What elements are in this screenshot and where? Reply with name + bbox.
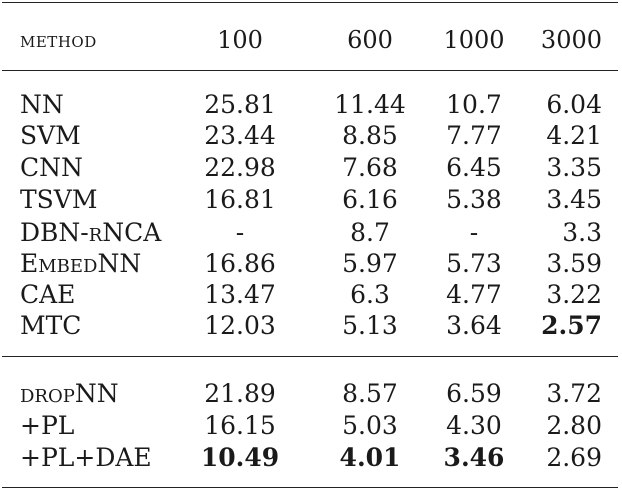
header-col-600: 600 bbox=[347, 26, 393, 54]
value-cell-col-100: 10.49 bbox=[200, 443, 280, 472]
value-cell-col-100: 16.86 bbox=[204, 249, 276, 278]
value-cell-col-100: 22.98 bbox=[204, 153, 276, 182]
value-cell-col-100: 21.89 bbox=[204, 379, 276, 408]
value-cell-col-1000: 10.7 bbox=[446, 90, 502, 119]
value-cell-col-100: 23.44 bbox=[204, 121, 276, 150]
value-cell-col-100: 12.03 bbox=[204, 311, 276, 340]
value-cell-col-600: 7.68 bbox=[342, 153, 398, 182]
table-row: NN 25.81 11.44 10.7 6.04 bbox=[0, 89, 622, 120]
value-cell-col-600: 11.44 bbox=[334, 90, 406, 119]
table-group-separator-rule bbox=[2, 356, 618, 357]
value-cell-col-100: 16.81 bbox=[204, 185, 276, 214]
value-cell-col-100: 16.15 bbox=[204, 411, 276, 440]
method-cell: CNN bbox=[20, 153, 83, 182]
value-cell-col-600: 8.57 bbox=[342, 379, 398, 408]
table-top-rule bbox=[2, 2, 618, 3]
value-cell-col-3000: 4.21 bbox=[546, 121, 602, 150]
value-cell-col-1000: - bbox=[469, 218, 479, 247]
method-cell: EmbedNN bbox=[20, 249, 142, 278]
header-col-3000: 3000 bbox=[540, 26, 602, 54]
table-row: EmbedNN 16.86 5.97 5.73 3.59 bbox=[0, 248, 622, 279]
value-cell-col-1000: 4.30 bbox=[446, 411, 502, 440]
value-cell-col-600: 8.7 bbox=[350, 218, 390, 247]
value-cell-col-3000: 2.69 bbox=[546, 443, 602, 472]
table-row: CNN 22.98 7.68 6.45 3.35 bbox=[0, 152, 622, 183]
header-method: METHOD bbox=[20, 28, 97, 52]
table-header-rule bbox=[2, 70, 618, 71]
table-bottom-rule bbox=[2, 487, 618, 488]
value-cell-col-600: 6.3 bbox=[350, 280, 390, 309]
value-cell-col-600: 8.85 bbox=[342, 121, 398, 150]
table-row: SVM 23.44 8.85 7.77 4.21 bbox=[0, 120, 622, 151]
value-cell-col-3000: 2.57 bbox=[541, 311, 602, 340]
value-cell-col-1000: 3.46 bbox=[443, 443, 505, 472]
header-col-1000: 1000 bbox=[443, 26, 505, 54]
table-row: CAE 13.47 6.3 4.77 3.22 bbox=[0, 279, 622, 310]
table-row: TSVM 16.81 6.16 5.38 3.45 bbox=[0, 184, 622, 215]
table-row: DBN-rNCA - 8.7 - 3.3 bbox=[0, 217, 622, 248]
value-cell-col-3000: 3.22 bbox=[546, 280, 602, 309]
table-row: dropNN 21.89 8.57 6.59 3.72 bbox=[0, 378, 622, 409]
value-cell-col-600: 5.13 bbox=[342, 311, 398, 340]
value-cell-col-3000: 3.45 bbox=[546, 185, 602, 214]
method-cell: dropNN bbox=[20, 379, 119, 408]
value-cell-col-1000: 5.38 bbox=[446, 185, 502, 214]
table-header-row: METHOD 100 600 1000 3000 bbox=[0, 25, 622, 56]
method-cell: NN bbox=[20, 90, 64, 119]
value-cell-col-600: 6.16 bbox=[342, 185, 398, 214]
value-cell-col-100: 25.81 bbox=[204, 90, 276, 119]
method-cell: +PL+DAE bbox=[20, 443, 152, 472]
value-cell-col-3000: 6.04 bbox=[546, 90, 602, 119]
method-cell: SVM bbox=[20, 121, 81, 150]
header-col-100: 100 bbox=[217, 26, 263, 54]
method-cell: TSVM bbox=[20, 185, 98, 214]
value-cell-col-3000: 3.3 bbox=[562, 218, 602, 247]
value-cell-col-3000: 2.80 bbox=[546, 411, 602, 440]
method-cell: DBN-rNCA bbox=[20, 218, 162, 247]
value-cell-col-1000: 6.45 bbox=[446, 153, 502, 182]
table-row: +PL 16.15 5.03 4.30 2.80 bbox=[0, 410, 622, 441]
value-cell-col-1000: 3.64 bbox=[446, 311, 502, 340]
value-cell-col-600: 4.01 bbox=[339, 443, 401, 472]
value-cell-col-100: - bbox=[235, 218, 245, 247]
method-cell: MTC bbox=[20, 311, 82, 340]
value-cell-col-1000: 7.77 bbox=[446, 121, 502, 150]
value-cell-col-3000: 3.35 bbox=[546, 153, 602, 182]
table-row: +PL+DAE 10.49 4.01 3.46 2.69 bbox=[0, 442, 622, 473]
value-cell-col-1000: 6.59 bbox=[446, 379, 502, 408]
value-cell-col-1000: 5.73 bbox=[446, 249, 502, 278]
method-cell: CAE bbox=[20, 280, 76, 309]
value-cell-col-3000: 3.59 bbox=[546, 249, 602, 278]
value-cell-col-600: 5.03 bbox=[342, 411, 398, 440]
value-cell-col-100: 13.47 bbox=[204, 280, 276, 309]
value-cell-col-600: 5.97 bbox=[342, 249, 398, 278]
table-row: MTC 12.03 5.13 3.64 2.57 bbox=[0, 310, 622, 341]
method-cell: +PL bbox=[20, 411, 75, 440]
value-cell-col-3000: 3.72 bbox=[546, 379, 602, 408]
value-cell-col-1000: 4.77 bbox=[446, 280, 502, 309]
